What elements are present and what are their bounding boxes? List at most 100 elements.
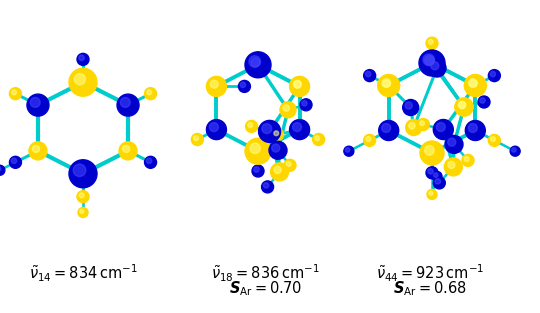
Circle shape xyxy=(11,158,17,163)
Circle shape xyxy=(511,148,516,152)
Circle shape xyxy=(383,80,390,87)
Circle shape xyxy=(458,101,465,109)
Circle shape xyxy=(429,191,433,195)
Circle shape xyxy=(425,56,434,65)
Circle shape xyxy=(431,62,439,70)
Circle shape xyxy=(274,166,281,173)
Circle shape xyxy=(470,80,477,87)
Circle shape xyxy=(73,164,86,177)
Circle shape xyxy=(291,77,308,95)
Circle shape xyxy=(363,69,376,82)
Circle shape xyxy=(406,120,422,136)
Circle shape xyxy=(206,120,226,140)
Circle shape xyxy=(491,137,495,141)
Circle shape xyxy=(488,69,501,82)
Circle shape xyxy=(254,167,259,172)
Circle shape xyxy=(421,52,443,74)
Circle shape xyxy=(261,181,274,193)
Circle shape xyxy=(377,74,400,96)
Circle shape xyxy=(469,79,477,87)
Circle shape xyxy=(480,98,485,103)
Circle shape xyxy=(210,80,218,88)
Circle shape xyxy=(77,53,89,65)
Circle shape xyxy=(264,183,269,188)
Circle shape xyxy=(346,148,350,152)
Circle shape xyxy=(445,136,463,153)
Circle shape xyxy=(245,138,271,164)
Circle shape xyxy=(300,99,312,111)
Circle shape xyxy=(283,105,289,111)
Circle shape xyxy=(12,90,17,95)
Circle shape xyxy=(259,121,281,142)
Circle shape xyxy=(271,163,288,181)
Circle shape xyxy=(448,138,456,146)
Circle shape xyxy=(79,55,84,60)
Circle shape xyxy=(428,59,446,77)
Circle shape xyxy=(245,52,271,78)
Circle shape xyxy=(510,146,520,156)
Circle shape xyxy=(252,165,264,177)
Circle shape xyxy=(435,179,441,184)
Circle shape xyxy=(280,102,296,118)
Circle shape xyxy=(289,76,309,96)
Circle shape xyxy=(458,101,465,109)
Circle shape xyxy=(478,96,490,108)
Circle shape xyxy=(262,124,272,134)
Circle shape xyxy=(490,71,496,77)
Circle shape xyxy=(363,134,376,146)
Circle shape xyxy=(488,134,501,146)
Circle shape xyxy=(145,88,157,100)
Circle shape xyxy=(302,100,307,106)
Circle shape xyxy=(313,134,325,146)
Circle shape xyxy=(366,71,371,77)
Circle shape xyxy=(420,141,444,165)
Text: $\tilde{\nu}_{18} = 836\,\mathrm{cm}^{-1}$: $\tilde{\nu}_{18} = 836\,\mathrm{cm}^{-1… xyxy=(211,263,319,285)
Circle shape xyxy=(191,134,204,146)
Circle shape xyxy=(284,159,296,171)
Circle shape xyxy=(382,124,391,132)
Circle shape xyxy=(246,121,258,132)
Circle shape xyxy=(274,131,279,136)
Circle shape xyxy=(428,169,433,174)
Circle shape xyxy=(366,137,371,141)
Circle shape xyxy=(455,98,473,116)
Circle shape xyxy=(427,189,437,199)
Text: $\boldsymbol{S}_{\mathrm{Ar}} = 0.68$: $\boldsymbol{S}_{\mathrm{Ar}} = 0.68$ xyxy=(393,279,467,298)
Circle shape xyxy=(146,158,152,163)
Circle shape xyxy=(10,156,22,168)
Circle shape xyxy=(379,121,399,141)
Circle shape xyxy=(426,37,438,49)
Circle shape xyxy=(251,58,260,67)
Circle shape xyxy=(464,157,469,162)
Text: $\tilde{\nu}_{14} = 834\,\mathrm{cm}^{-1}$: $\tilde{\nu}_{14} = 834\,\mathrm{cm}^{-1… xyxy=(29,263,137,285)
Circle shape xyxy=(422,53,442,73)
Circle shape xyxy=(315,136,320,141)
Circle shape xyxy=(467,76,484,95)
Circle shape xyxy=(77,191,89,203)
Circle shape xyxy=(289,120,309,140)
Circle shape xyxy=(10,88,22,100)
Circle shape xyxy=(32,145,39,152)
Circle shape xyxy=(433,177,446,189)
Circle shape xyxy=(455,98,473,116)
Circle shape xyxy=(405,102,413,109)
Circle shape xyxy=(426,167,438,179)
Circle shape xyxy=(434,173,438,177)
Text: $\boldsymbol{S}_{\mathrm{Ar}} = 0.70$: $\boldsymbol{S}_{\mathrm{Ar}} = 0.70$ xyxy=(228,279,301,298)
Circle shape xyxy=(465,121,485,141)
Circle shape xyxy=(403,100,418,115)
Circle shape xyxy=(462,154,474,167)
Circle shape xyxy=(424,146,434,155)
Circle shape xyxy=(344,146,354,156)
Circle shape xyxy=(448,161,455,168)
Circle shape xyxy=(420,121,424,126)
Circle shape xyxy=(424,55,434,65)
Circle shape xyxy=(248,123,253,127)
Circle shape xyxy=(145,156,157,168)
Circle shape xyxy=(380,76,397,95)
Circle shape xyxy=(0,167,1,171)
Circle shape xyxy=(444,158,462,176)
Circle shape xyxy=(80,209,84,213)
Circle shape xyxy=(79,193,84,198)
Circle shape xyxy=(240,82,246,88)
